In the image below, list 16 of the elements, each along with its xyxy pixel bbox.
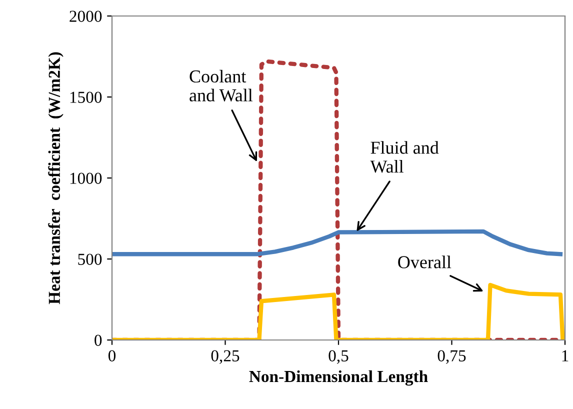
x-tick-label: 0,25 (211, 350, 240, 364)
y-axis-title: Heat transfer coefficient (W/m2K) (48, 52, 64, 304)
x-tick-label: 0,5 (328, 350, 348, 364)
y-tick-label: 2000 (70, 10, 102, 22)
annotation: Fluid and Wall (370, 141, 439, 173)
x-tick-label: 0 (108, 350, 116, 362)
annotation: Coolant and Wall (190, 70, 253, 102)
x-tick-label: 1 (562, 350, 568, 362)
y-tick-label: 500 (78, 254, 102, 265)
y-tick-label: 1000 (70, 172, 102, 184)
x-tick-label: 0,75 (438, 350, 466, 364)
line-series (112, 229, 563, 256)
annotation: Overall (398, 256, 452, 268)
y-tick-label: 1500 (70, 92, 102, 103)
x-axis-title: Non-Dimensional Length (249, 370, 428, 386)
y-tick-label: 0 (94, 334, 102, 346)
